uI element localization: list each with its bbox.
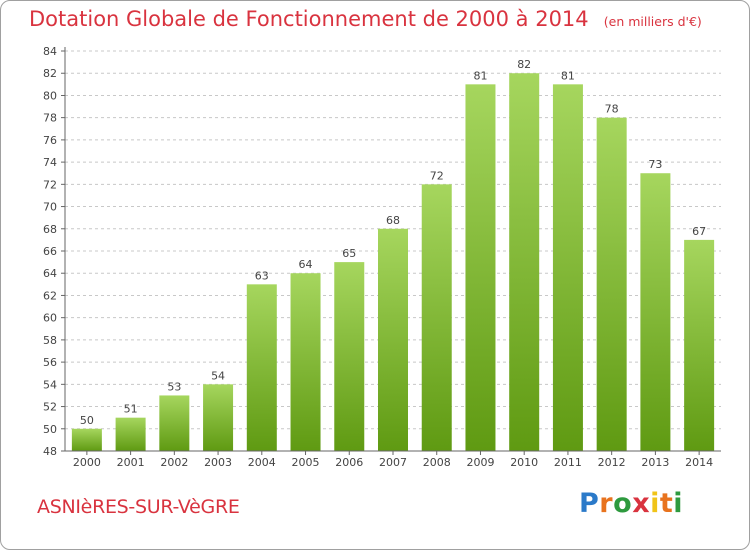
- y-tick-label: 48: [43, 445, 57, 458]
- data-label: 81: [561, 69, 575, 82]
- bar: [421, 184, 452, 452]
- x-tick-label: 2009: [466, 456, 494, 469]
- logo-letter: t: [659, 488, 674, 519]
- data-label: 64: [299, 258, 313, 271]
- x-tick-label: 2002: [160, 456, 188, 469]
- data-label: 68: [386, 214, 400, 227]
- y-tick-label: 64: [43, 267, 57, 280]
- data-label: 78: [605, 103, 619, 116]
- bar: [334, 262, 365, 451]
- data-label: 63: [255, 269, 269, 282]
- logo-letter: i: [673, 488, 684, 519]
- x-axis-ticks: 2000 2001 2002 2003 2004 2005 2006 2007 2008 2009…: [73, 451, 713, 469]
- chart-subtitle: (en milliers d'€): [603, 14, 702, 29]
- bar: [509, 73, 540, 451]
- logo-letter: P: [579, 488, 600, 519]
- y-tick-label: 58: [43, 334, 57, 347]
- x-tick-label: 2007: [379, 456, 407, 469]
- y-tick-label: 56: [43, 356, 57, 369]
- y-tick-label: 50: [43, 423, 57, 436]
- x-tick-label: 2001: [117, 456, 145, 469]
- bar: [640, 173, 671, 451]
- y-tick-label: 74: [43, 156, 57, 169]
- bar: [596, 117, 627, 452]
- x-tick-label: 2010: [510, 456, 538, 469]
- x-tick-label: 2004: [248, 456, 276, 469]
- bar: [465, 84, 496, 451]
- y-tick-label: 82: [43, 67, 57, 80]
- logo-letter: x: [632, 488, 651, 519]
- data-label: 53: [167, 380, 181, 393]
- title-row: Dotation Globale de Fonctionnement de 20…: [29, 7, 702, 31]
- data-labels: 50 51 53 54 63 64 65 68 72 81 82 81 78 73 67: [80, 58, 706, 427]
- bars: [71, 73, 715, 452]
- y-tick-label: 60: [43, 312, 57, 325]
- y-tick-label: 66: [43, 245, 57, 258]
- bar: [378, 228, 408, 451]
- y-tick-label: 76: [43, 134, 57, 147]
- data-label: 67: [692, 225, 706, 238]
- data-label: 54: [211, 369, 225, 382]
- y-tick-label: 84: [43, 45, 57, 58]
- logo-letter: i: [650, 488, 660, 519]
- chart-title: Dotation Globale de Fonctionnement de 20…: [29, 7, 589, 31]
- y-tick-label: 52: [43, 401, 57, 414]
- logo-letter: o: [613, 488, 633, 519]
- y-tick-label: 72: [43, 178, 57, 191]
- x-tick-label: 2003: [204, 456, 232, 469]
- y-tick-label: 70: [43, 201, 57, 214]
- bar: [552, 84, 583, 451]
- commune-name: ASNIèRES-SUR-VèGRE: [37, 496, 240, 518]
- data-label: 51: [124, 403, 138, 416]
- x-tick-label: 2008: [423, 456, 451, 469]
- bar: [246, 284, 277, 451]
- y-axis-ticks: 48 50 52 54 56 58 60 62 64 66 68 70 72 74 76 78 80 82 84: [43, 45, 65, 458]
- x-tick-label: 2013: [641, 456, 669, 469]
- x-tick-label: 2012: [598, 456, 626, 469]
- data-label: 82: [517, 58, 531, 71]
- logo-letter: r: [599, 488, 614, 519]
- bar: [115, 417, 146, 451]
- data-label: 73: [648, 158, 662, 171]
- x-tick-label: 2014: [685, 456, 713, 469]
- data-label: 50: [80, 414, 94, 427]
- y-tick-label: 68: [43, 223, 57, 236]
- x-tick-label: 2006: [335, 456, 363, 469]
- data-label: 81: [473, 69, 487, 82]
- bar: [71, 428, 102, 451]
- proxiti-logo[interactable]: Proxiti: [579, 488, 683, 519]
- bar: [159, 395, 190, 451]
- axes: [64, 47, 721, 452]
- bar: [684, 239, 715, 451]
- x-tick-label: 2000: [73, 456, 101, 469]
- bar: [290, 273, 321, 451]
- y-tick-label: 54: [43, 378, 57, 391]
- y-tick-label: 78: [43, 112, 57, 125]
- x-tick-label: 2005: [292, 456, 320, 469]
- data-label: 65: [342, 247, 356, 260]
- data-label: 72: [430, 169, 444, 182]
- x-tick-label: 2011: [554, 456, 582, 469]
- y-tick-label: 80: [43, 89, 57, 102]
- y-tick-label: 62: [43, 289, 57, 302]
- bar: [203, 384, 234, 451]
